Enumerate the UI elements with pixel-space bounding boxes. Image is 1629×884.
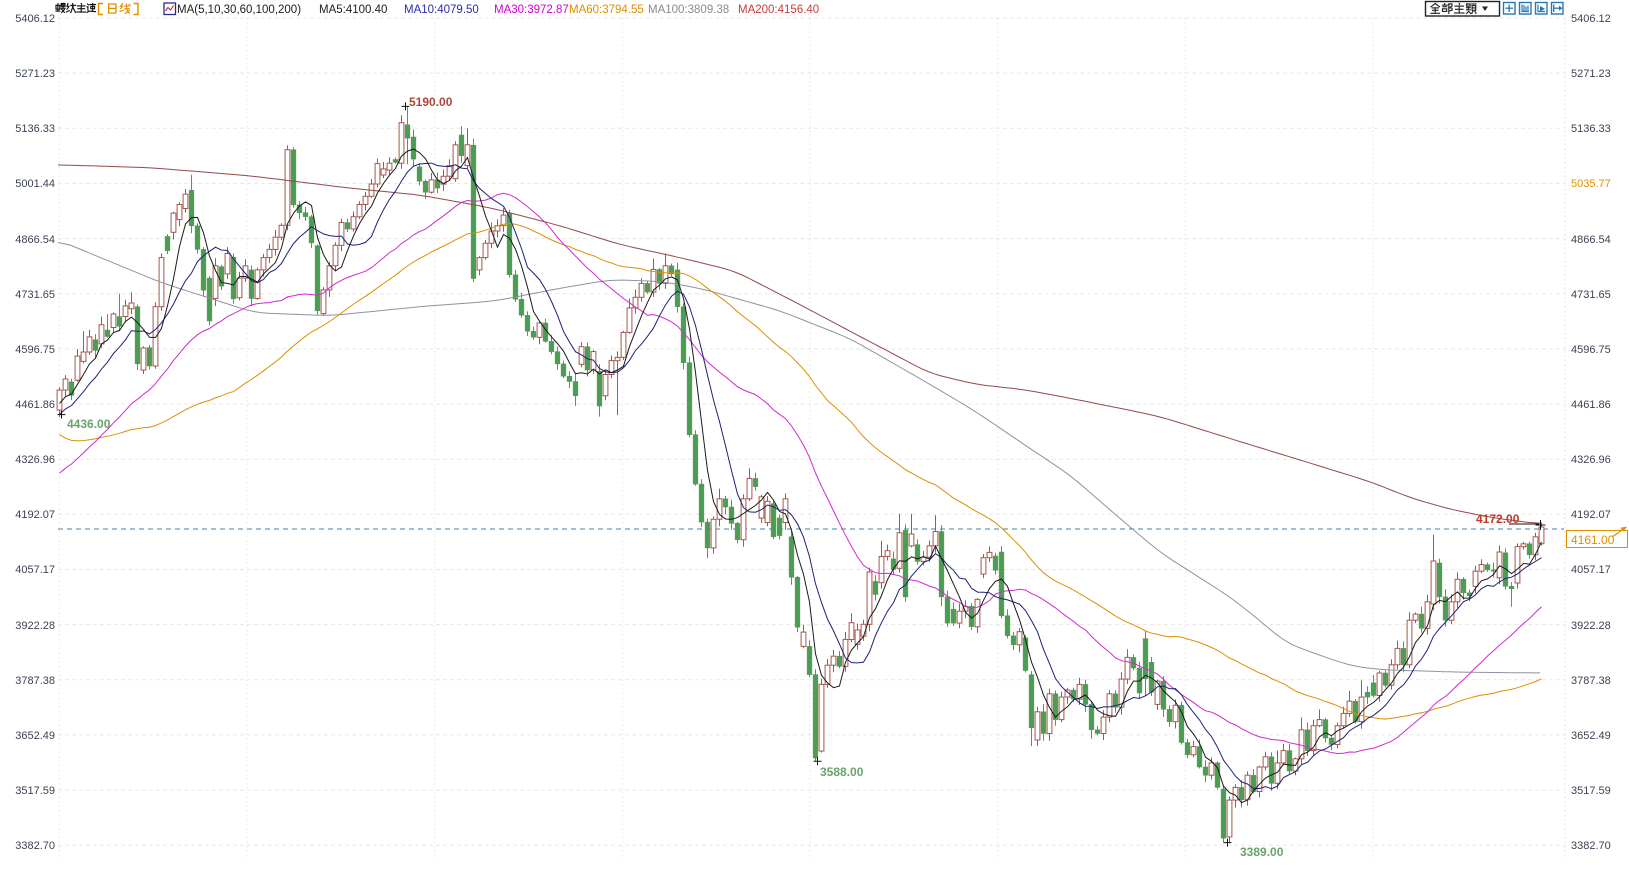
- svg-text:3787.38: 3787.38: [15, 675, 55, 687]
- svg-text:5406.12: 5406.12: [1571, 13, 1611, 25]
- svg-text:5136.33: 5136.33: [1571, 123, 1611, 135]
- svg-text:4057.17: 4057.17: [1571, 564, 1611, 576]
- svg-text:5001.44: 5001.44: [15, 178, 55, 190]
- svg-text:3922.28: 3922.28: [15, 620, 55, 632]
- svg-text:4461.86: 4461.86: [1571, 399, 1611, 411]
- svg-text:5035.77: 5035.77: [1571, 178, 1611, 190]
- svg-text:3652.49: 3652.49: [15, 730, 55, 742]
- svg-text:MA5:4100.40: MA5:4100.40: [319, 4, 387, 16]
- svg-text:3389.00: 3389.00: [1240, 845, 1284, 859]
- svg-text:3588.00: 3588.00: [820, 765, 864, 779]
- svg-text:4731.65: 4731.65: [15, 289, 55, 301]
- svg-text:3382.70: 3382.70: [1571, 840, 1611, 852]
- svg-text:5190.00: 5190.00: [409, 95, 453, 109]
- svg-text:5271.23: 5271.23: [15, 68, 55, 80]
- svg-text:3382.70: 3382.70: [15, 840, 55, 852]
- svg-text:3922.28: 3922.28: [1571, 620, 1611, 632]
- svg-text:4326.96: 4326.96: [1571, 454, 1611, 466]
- svg-text:4161.00: 4161.00: [1571, 533, 1615, 547]
- svg-text:4866.54: 4866.54: [15, 234, 55, 246]
- svg-text:3652.49: 3652.49: [1571, 730, 1611, 742]
- svg-text:4436.00: 4436.00: [67, 417, 111, 431]
- svg-text:3517.59: 3517.59: [1571, 785, 1611, 797]
- svg-text:4596.75: 4596.75: [15, 344, 55, 356]
- svg-text:4192.07: 4192.07: [1571, 509, 1611, 521]
- svg-text:4057.17: 4057.17: [15, 564, 55, 576]
- svg-text:5136.33: 5136.33: [15, 123, 55, 135]
- svg-text:4866.54: 4866.54: [1571, 234, 1611, 246]
- svg-text:MA100:3809.38: MA100:3809.38: [648, 4, 729, 16]
- svg-text:MA30:3972.87: MA30:3972.87: [494, 4, 569, 16]
- svg-text:4731.65: 4731.65: [1571, 289, 1611, 301]
- svg-text:3517.59: 3517.59: [15, 785, 55, 797]
- svg-text:4172.00: 4172.00: [1476, 512, 1520, 526]
- svg-text:4192.07: 4192.07: [15, 509, 55, 521]
- svg-text:MA(5,10,30,60,100,200): MA(5,10,30,60,100,200): [177, 4, 301, 16]
- svg-text:4461.86: 4461.86: [15, 399, 55, 411]
- svg-text:5271.23: 5271.23: [1571, 68, 1611, 80]
- svg-text:3787.38: 3787.38: [1571, 675, 1611, 687]
- svg-text:MA200:4156.40: MA200:4156.40: [738, 4, 819, 16]
- svg-text:4596.75: 4596.75: [1571, 344, 1611, 356]
- svg-text:5406.12: 5406.12: [15, 13, 55, 25]
- svg-text:4326.96: 4326.96: [15, 454, 55, 466]
- svg-text:MA60:3794.55: MA60:3794.55: [569, 4, 644, 16]
- svg-text:MA10:4079.50: MA10:4079.50: [404, 4, 479, 16]
